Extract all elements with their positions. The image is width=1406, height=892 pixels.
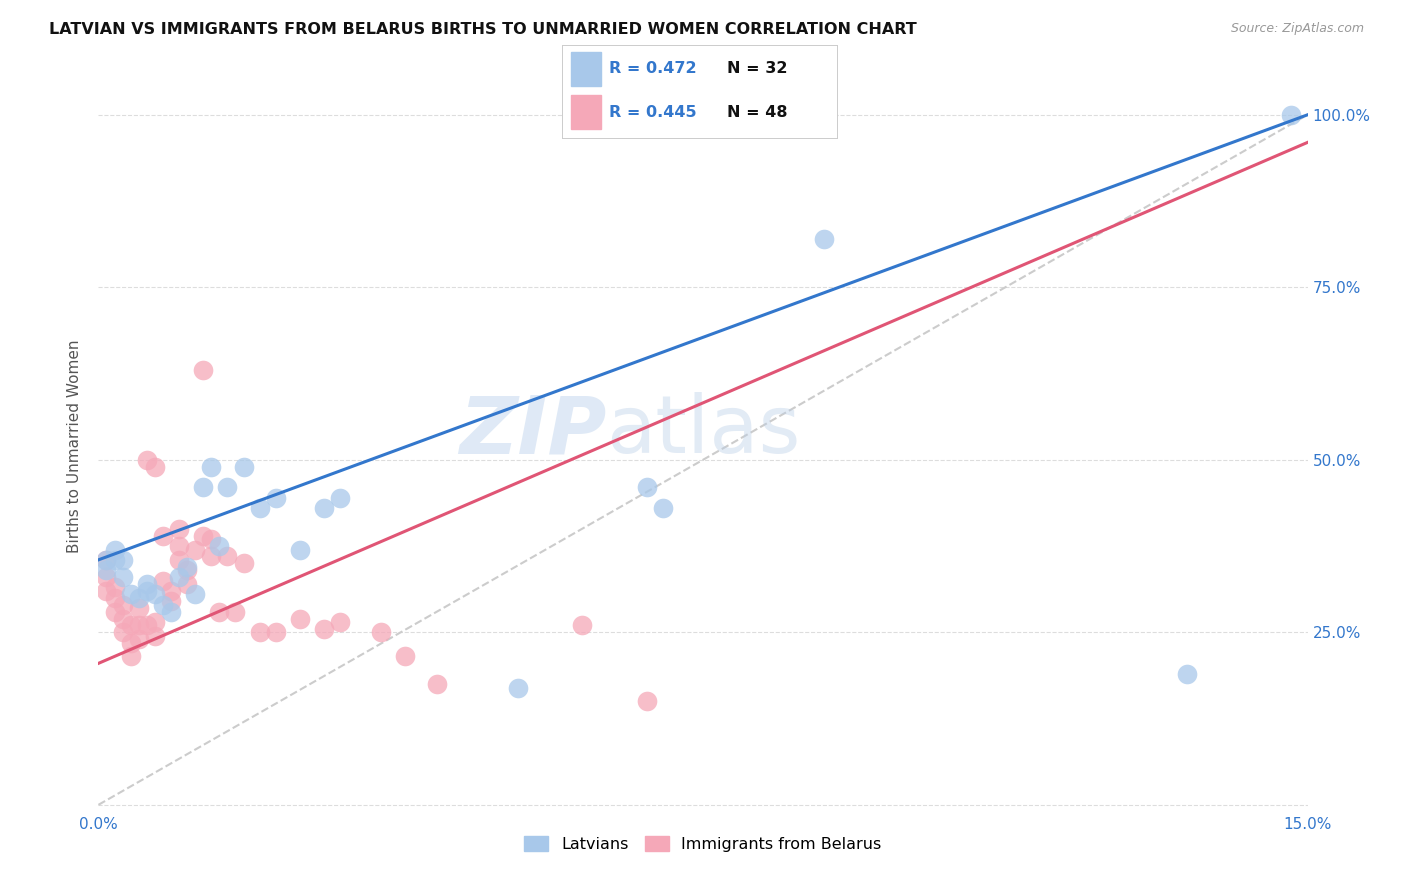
Y-axis label: Births to Unmarried Women: Births to Unmarried Women bbox=[67, 339, 83, 553]
Point bbox=[167, 539, 190, 553]
Point bbox=[264, 491, 287, 505]
Point bbox=[111, 553, 134, 567]
Legend: Latvians, Immigrants from Belarus: Latvians, Immigrants from Belarus bbox=[517, 830, 889, 859]
Point bbox=[152, 598, 174, 612]
Point bbox=[135, 452, 157, 467]
Point bbox=[128, 618, 150, 632]
Point bbox=[152, 529, 174, 543]
Point bbox=[103, 553, 125, 567]
Point bbox=[329, 491, 352, 505]
Point bbox=[217, 549, 239, 564]
Point bbox=[1175, 666, 1198, 681]
Point bbox=[135, 577, 157, 591]
Point bbox=[288, 542, 311, 557]
Point bbox=[217, 480, 239, 494]
Point bbox=[160, 594, 183, 608]
Point bbox=[636, 694, 658, 708]
Point bbox=[167, 553, 190, 567]
Point bbox=[232, 459, 254, 474]
Point bbox=[143, 615, 166, 629]
Point bbox=[184, 542, 207, 557]
Point bbox=[120, 649, 142, 664]
Point bbox=[167, 522, 190, 536]
Point bbox=[111, 598, 134, 612]
Text: R = 0.445: R = 0.445 bbox=[609, 104, 696, 120]
Point bbox=[314, 622, 336, 636]
Point bbox=[1281, 108, 1303, 122]
Point bbox=[128, 601, 150, 615]
Point bbox=[426, 677, 449, 691]
Point bbox=[184, 587, 207, 601]
Point bbox=[232, 557, 254, 571]
Text: N = 32: N = 32 bbox=[727, 62, 787, 77]
Point bbox=[143, 587, 166, 601]
Point bbox=[152, 574, 174, 588]
Point bbox=[249, 625, 271, 640]
Point bbox=[200, 549, 222, 564]
Point bbox=[96, 563, 118, 577]
Point bbox=[314, 501, 336, 516]
Point bbox=[200, 532, 222, 546]
Point bbox=[143, 629, 166, 643]
Point bbox=[249, 501, 271, 516]
Point bbox=[288, 611, 311, 625]
Point bbox=[264, 625, 287, 640]
Point bbox=[370, 625, 392, 640]
Point bbox=[636, 480, 658, 494]
Point bbox=[103, 581, 125, 595]
Point bbox=[96, 570, 118, 584]
Text: R = 0.472: R = 0.472 bbox=[609, 62, 696, 77]
Point bbox=[120, 635, 142, 649]
Point bbox=[135, 583, 157, 598]
Point bbox=[571, 618, 593, 632]
Point bbox=[208, 539, 231, 553]
Point bbox=[96, 553, 118, 567]
Point bbox=[143, 459, 166, 474]
Point bbox=[135, 618, 157, 632]
Point bbox=[167, 570, 190, 584]
Text: ZIP: ZIP bbox=[458, 392, 606, 470]
Point bbox=[506, 681, 529, 695]
Point bbox=[651, 501, 673, 516]
Point bbox=[329, 615, 352, 629]
Point bbox=[208, 605, 231, 619]
Point bbox=[103, 542, 125, 557]
Point bbox=[176, 559, 198, 574]
Point bbox=[103, 605, 125, 619]
Point bbox=[193, 480, 215, 494]
Point bbox=[224, 605, 246, 619]
Point bbox=[394, 649, 416, 664]
Point bbox=[111, 611, 134, 625]
Point bbox=[111, 570, 134, 584]
Text: atlas: atlas bbox=[606, 392, 800, 470]
Point bbox=[176, 577, 198, 591]
Point bbox=[160, 583, 183, 598]
Point bbox=[200, 459, 222, 474]
Bar bbox=[571, 52, 600, 86]
Point bbox=[193, 363, 215, 377]
Bar bbox=[571, 95, 600, 129]
Text: LATVIAN VS IMMIGRANTS FROM BELARUS BIRTHS TO UNMARRIED WOMEN CORRELATION CHART: LATVIAN VS IMMIGRANTS FROM BELARUS BIRTH… bbox=[49, 22, 917, 37]
Point bbox=[103, 591, 125, 605]
Point bbox=[120, 618, 142, 632]
Point bbox=[813, 232, 835, 246]
Point bbox=[176, 563, 198, 577]
Point bbox=[193, 529, 215, 543]
Point bbox=[120, 587, 142, 601]
Text: N = 48: N = 48 bbox=[727, 104, 787, 120]
Point bbox=[96, 553, 118, 567]
Point bbox=[128, 591, 150, 605]
Point bbox=[160, 605, 183, 619]
Point bbox=[128, 632, 150, 647]
Point bbox=[96, 583, 118, 598]
Text: Source: ZipAtlas.com: Source: ZipAtlas.com bbox=[1230, 22, 1364, 36]
Point bbox=[111, 625, 134, 640]
